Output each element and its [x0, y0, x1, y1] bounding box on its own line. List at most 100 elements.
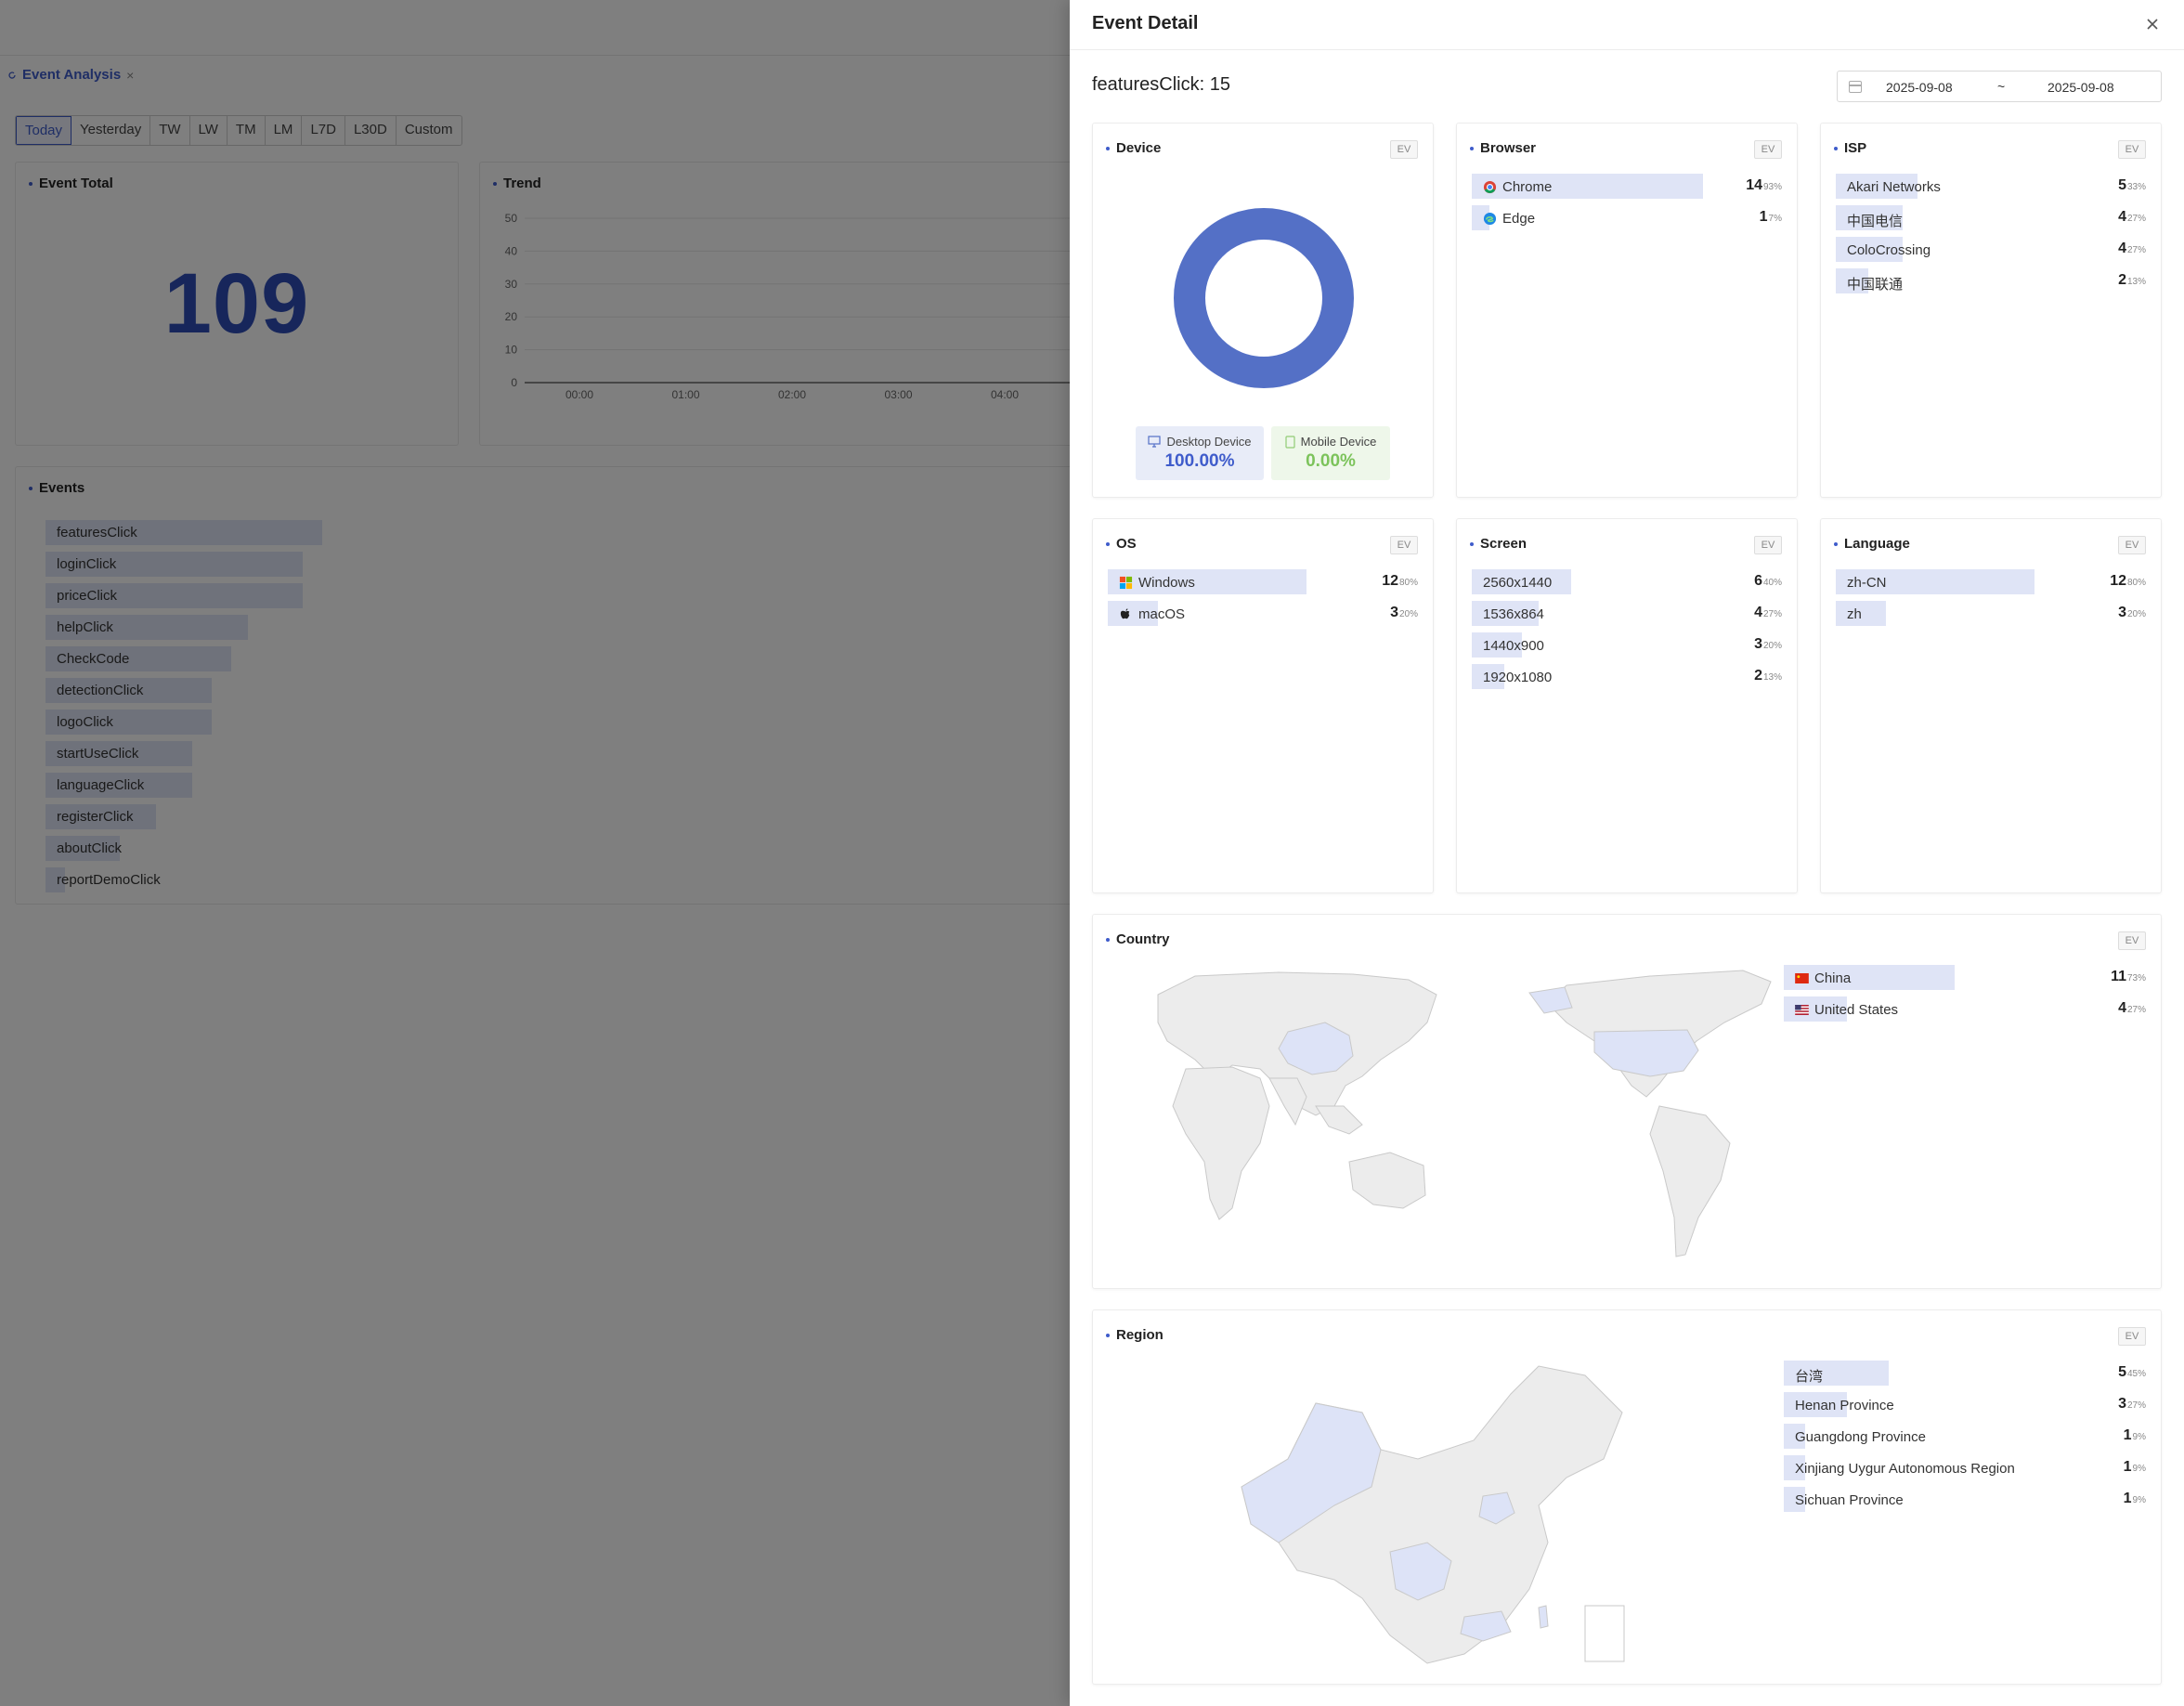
- list-item[interactable]: Henan Province 327%: [1784, 1390, 2146, 1422]
- stat-percent: 80%: [2126, 578, 2146, 588]
- close-icon[interactable]: [2139, 11, 2165, 37]
- stat-name: Sichuan Province: [1795, 1492, 1904, 1508]
- stat-name: Xinjiang Uygur Autonomous Region: [1795, 1461, 2015, 1477]
- ev-badge[interactable]: EV: [1754, 140, 1782, 159]
- device-panel: Device EV Desktop Device 100.00% Mobile …: [1092, 123, 1434, 498]
- mobile-label: Mobile Device: [1300, 435, 1377, 449]
- stat-percent: 9%: [2132, 1495, 2146, 1505]
- stat-percent: 73%: [2126, 973, 2146, 983]
- stat-percent: 27%: [2126, 1005, 2146, 1015]
- ev-badge[interactable]: EV: [1754, 536, 1782, 554]
- ev-badge[interactable]: EV: [2118, 931, 2146, 950]
- stat-percent: 20%: [1398, 609, 1418, 619]
- stat-count: 4: [1754, 605, 1762, 620]
- stat-name: 中国电信: [1847, 214, 1904, 229]
- os-title: OS: [1116, 536, 1137, 552]
- list-item[interactable]: 2560x1440 640%: [1472, 567, 1782, 599]
- stat-count: 6: [1754, 573, 1762, 589]
- stat-bar: [1472, 632, 1522, 658]
- ev-badge[interactable]: EV: [2118, 140, 2146, 159]
- stat-bar: [1836, 569, 2035, 594]
- list-item[interactable]: Guangdong Province 19%: [1784, 1422, 2146, 1453]
- date-start[interactable]: 2025-09-08: [1886, 80, 1953, 95]
- region-title: Region: [1116, 1327, 1164, 1343]
- stat-percent: 13%: [1762, 672, 1782, 683]
- list-item[interactable]: Sichuan Province 19%: [1784, 1485, 2146, 1517]
- stat-name: Henan Province: [1795, 1398, 1894, 1413]
- edge-icon: [1483, 212, 1497, 226]
- list-item[interactable]: Chrome 1493%: [1472, 172, 1782, 203]
- stat-name: 台湾: [1795, 1369, 1824, 1385]
- mobile-value: 0.00%: [1306, 451, 1356, 471]
- stat-count: 11: [2111, 969, 2126, 984]
- map-china-highlight: [1278, 1022, 1354, 1075]
- list-item[interactable]: United States 427%: [1784, 995, 2146, 1026]
- stat-count: 12: [1382, 573, 1398, 589]
- list-item[interactable]: China 1173%: [1784, 963, 2146, 995]
- list-item[interactable]: Akari Networks 533%: [1836, 172, 2146, 203]
- ev-badge[interactable]: EV: [2118, 1327, 2146, 1346]
- china-map: [1241, 1365, 1625, 1664]
- modal-overlay[interactable]: [0, 0, 1070, 1706]
- date-range-picker[interactable]: 2025-09-08 ~ 2025-09-08: [1837, 71, 2162, 102]
- drawer-title: Event Detail: [1092, 13, 1199, 33]
- stat-bar: [1784, 965, 1955, 990]
- stat-bar: [1472, 174, 1704, 199]
- device-donut-chart: [1174, 208, 1354, 388]
- date-end[interactable]: 2025-09-08: [2048, 80, 2114, 95]
- list-item[interactable]: 中国联通 213%: [1836, 267, 2146, 298]
- stat-percent: 27%: [2126, 214, 2146, 224]
- language-panel: Language EV zh-CN 1280% zh 320%: [1820, 518, 2162, 893]
- stat-count: 3: [2118, 605, 2126, 620]
- stat-name: 2560x1440: [1483, 575, 1553, 591]
- stat-percent: 9%: [2132, 1464, 2146, 1474]
- calendar-icon: [1849, 81, 1862, 93]
- stat-name: ColoCrossing: [1847, 242, 1931, 258]
- list-item[interactable]: 中国电信 427%: [1836, 203, 2146, 235]
- list-item[interactable]: Xinjiang Uygur Autonomous Region 19%: [1784, 1453, 2146, 1485]
- screen-panel: Screen EV 2560x1440 640% 1536x864 427% 1440x…: [1456, 518, 1798, 893]
- stat-count: 14: [1746, 177, 1762, 193]
- list-item[interactable]: 1920x1080 213%: [1472, 662, 1782, 694]
- ev-badge[interactable]: EV: [1390, 140, 1418, 159]
- isp-title: ISP: [1844, 140, 1867, 156]
- stat-bar: [1108, 569, 1307, 594]
- list-item[interactable]: Windows 1280%: [1108, 567, 1418, 599]
- map-sichuan-highlight: [1389, 1542, 1452, 1601]
- stat-bar: [1836, 205, 1904, 230]
- drawer-header: Event Detail: [1070, 0, 2184, 50]
- stat-percent: 27%: [2126, 245, 2146, 255]
- stat-name: 1920x1080: [1483, 670, 1553, 685]
- apple-icon: [1119, 607, 1133, 621]
- stat-bar: [1836, 237, 1904, 262]
- stat-count: 1: [2123, 1491, 2132, 1506]
- list-item[interactable]: zh-CN 1280%: [1836, 567, 2146, 599]
- stat-percent: 20%: [2126, 609, 2146, 619]
- stat-name: 1536x864: [1483, 606, 1544, 622]
- stat-count: 3: [1390, 605, 1398, 620]
- list-item[interactable]: 1440x900 320%: [1472, 631, 1782, 662]
- map-guangdong-highlight: [1460, 1610, 1512, 1642]
- list-item[interactable]: zh 320%: [1836, 599, 2146, 631]
- list-item[interactable]: 台湾 545%: [1784, 1359, 2146, 1390]
- screen-title: Screen: [1480, 536, 1528, 552]
- stat-name: Guangdong Province: [1795, 1429, 1926, 1445]
- stat-name: Akari Networks: [1847, 179, 1941, 195]
- list-item[interactable]: 1536x864 427%: [1472, 599, 1782, 631]
- list-item[interactable]: ColoCrossing 427%: [1836, 235, 2146, 267]
- list-item[interactable]: Edge 17%: [1472, 203, 1782, 235]
- ev-badge[interactable]: EV: [2118, 536, 2146, 554]
- stat-name: 1440x900: [1483, 638, 1544, 654]
- ev-badge[interactable]: EV: [1390, 536, 1418, 554]
- list-item[interactable]: macOS 320%: [1108, 599, 1418, 631]
- map-africa: [1172, 1066, 1270, 1220]
- stat-bar: [1108, 601, 1158, 626]
- china-flag-icon: [1795, 973, 1809, 983]
- stat-count: 2: [1754, 668, 1762, 684]
- language-title: Language: [1844, 536, 1910, 552]
- stat-name: zh: [1847, 606, 1862, 622]
- stat-bar: [1836, 601, 1886, 626]
- stat-percent: 20%: [1762, 641, 1782, 651]
- desktop-label: Desktop Device: [1166, 435, 1252, 449]
- map-south-china-sea-inset: [1584, 1605, 1625, 1662]
